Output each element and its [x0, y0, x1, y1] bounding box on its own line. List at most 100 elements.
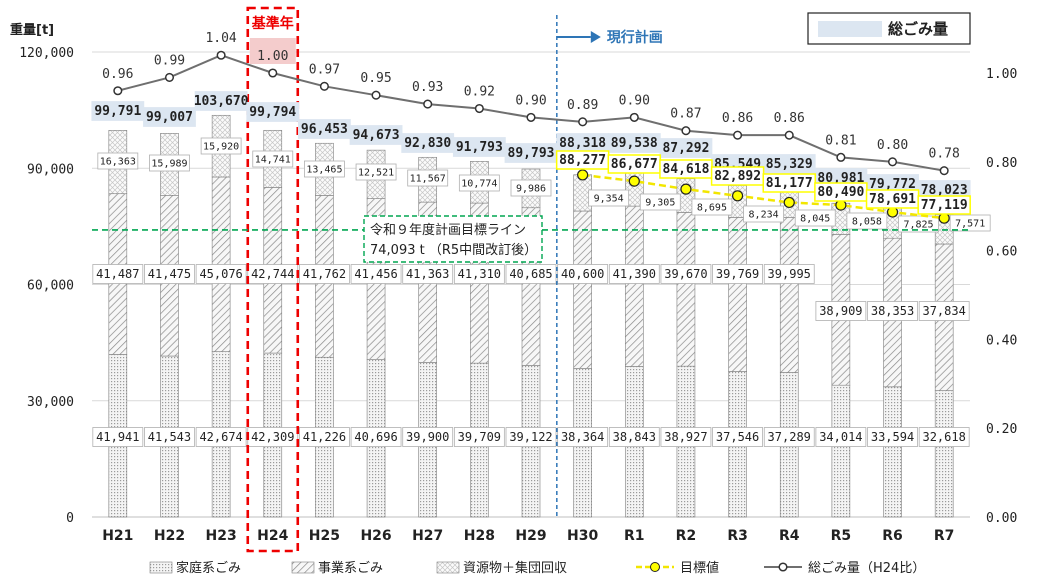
ratio-point — [887, 157, 898, 167]
segment-label-household: 42,309 — [247, 427, 299, 447]
y-tick-label: 120,000 — [19, 46, 74, 61]
segment-label-business: 37,834 — [918, 301, 970, 321]
segment-label-resource: 8,058 — [846, 212, 888, 230]
svg-text:37,834: 37,834 — [922, 304, 965, 318]
x-tick-label: H26 — [360, 528, 391, 544]
y-tick-label: 30,000 — [27, 395, 74, 410]
svg-text:32,618: 32,618 — [922, 430, 965, 444]
segment-label-resource: 11,567 — [407, 169, 449, 187]
segment-label-household: 32,618 — [918, 427, 970, 447]
total-label: 78,023 — [917, 180, 971, 200]
svg-text:80,490: 80,490 — [817, 185, 864, 200]
bar-segment — [676, 212, 696, 367]
svg-text:10,774: 10,774 — [461, 179, 497, 190]
ratio-label: 0.86 — [774, 111, 805, 126]
segment-label-household: 39,122 — [505, 427, 557, 447]
ratio-label: 0.90 — [515, 93, 546, 108]
ratio-label: 0.97 — [309, 62, 340, 77]
segment-label-business: 45,076 — [195, 264, 247, 284]
ratio-point — [164, 72, 175, 82]
ratio-point — [474, 103, 484, 114]
svg-text:9,305: 9,305 — [645, 198, 675, 209]
segment-label-business: 39,670 — [660, 264, 712, 284]
ratio-label: 0.92 — [464, 85, 495, 100]
svg-text:42,744: 42,744 — [251, 267, 294, 281]
svg-text:77,119: 77,119 — [921, 198, 968, 213]
plan-label: 現行計画 — [607, 29, 663, 46]
svg-text:9,986: 9,986 — [516, 184, 546, 195]
segment-label-household: 38,843 — [608, 427, 660, 447]
target-label: 88,277 — [555, 150, 610, 170]
svg-text:15,989: 15,989 — [151, 159, 187, 170]
ratio-label: 0.80 — [877, 138, 908, 153]
base-year-highlight — [249, 38, 296, 64]
segment-label-resource: 7,571 — [949, 214, 991, 232]
segment-label-household: 41,941 — [92, 427, 144, 447]
x-tick-label: R1 — [624, 528, 645, 544]
svg-text:78,691: 78,691 — [869, 192, 916, 207]
legend-label: 家庭系ごみ — [176, 560, 241, 576]
legend-swatch-resource — [436, 561, 460, 574]
svg-text:91,793: 91,793 — [456, 140, 503, 155]
segment-label-household: 40,696 — [350, 427, 402, 447]
segment-label-business: 41,310 — [453, 264, 505, 284]
bar-segment — [573, 210, 592, 369]
segment-label-household: 38,364 — [557, 427, 609, 447]
svg-text:7,825: 7,825 — [903, 220, 933, 231]
total-label: 99,791 — [91, 101, 145, 121]
segment-label-household: 37,546 — [712, 427, 763, 447]
svg-text:8,234: 8,234 — [749, 210, 779, 221]
ratio-label: 0.96 — [102, 67, 133, 82]
svg-text:38,843: 38,843 — [613, 430, 656, 444]
svg-text:41,310: 41,310 — [458, 267, 501, 281]
bar-segment — [728, 217, 747, 372]
target-label: 82,892 — [710, 166, 765, 186]
svg-text:39,670: 39,670 — [664, 267, 707, 281]
svg-text:14,741: 14,741 — [255, 155, 291, 166]
svg-text:41,475: 41,475 — [148, 267, 191, 281]
ratio-label: 0.78 — [929, 147, 960, 162]
svg-text:41,487: 41,487 — [96, 267, 139, 281]
svg-text:88,318: 88,318 — [559, 136, 606, 151]
segment-label-business: 38,909 — [815, 301, 867, 321]
y2-tick-label: 0.20 — [986, 422, 1017, 437]
target-label: 84,618 — [659, 159, 713, 179]
svg-text:40,685: 40,685 — [509, 267, 552, 281]
x-tick-label: R5 — [831, 528, 852, 544]
total-label: 99,794 — [246, 102, 300, 122]
total-label: 85,329 — [762, 154, 816, 174]
svg-text:40,600: 40,600 — [561, 267, 604, 281]
ratio-point — [268, 68, 278, 78]
svg-text:8,695: 8,695 — [697, 203, 727, 214]
target-label: 81,177 — [762, 173, 816, 193]
svg-text:88,277: 88,277 — [559, 153, 606, 168]
x-tick-label: R7 — [934, 528, 955, 544]
ratio-label: 0.87 — [670, 107, 701, 122]
segment-label-resource: 16,363 — [97, 152, 139, 170]
svg-text:41,456: 41,456 — [354, 267, 397, 281]
ratio-point — [423, 99, 433, 109]
ratio-point — [371, 90, 381, 100]
segment-label-resource: 9,986 — [510, 179, 552, 197]
svg-text:39,900: 39,900 — [406, 430, 449, 444]
base-year-label: 基準年 — [252, 15, 294, 32]
svg-text:37,289: 37,289 — [768, 430, 811, 444]
legend-label: 事業系ごみ — [318, 560, 383, 576]
ratio-point — [526, 112, 536, 122]
y2-tick-label: 0.00 — [986, 511, 1017, 526]
total-label: 89,538 — [607, 133, 661, 153]
svg-text:42,674: 42,674 — [199, 430, 242, 444]
total-label: 99,007 — [143, 107, 196, 127]
segment-label-business: 41,475 — [144, 264, 195, 284]
legend-swatch-household — [149, 561, 173, 574]
total-legend-swatch — [818, 21, 882, 37]
svg-text:45,076: 45,076 — [199, 267, 242, 281]
svg-text:16,363: 16,363 — [100, 157, 136, 168]
svg-text:82,892: 82,892 — [714, 169, 761, 184]
x-tick-label: H28 — [464, 528, 495, 544]
ratio-label: 1.04 — [205, 31, 236, 46]
x-tick-label: R6 — [882, 528, 903, 544]
segment-label-household: 37,289 — [763, 427, 815, 447]
